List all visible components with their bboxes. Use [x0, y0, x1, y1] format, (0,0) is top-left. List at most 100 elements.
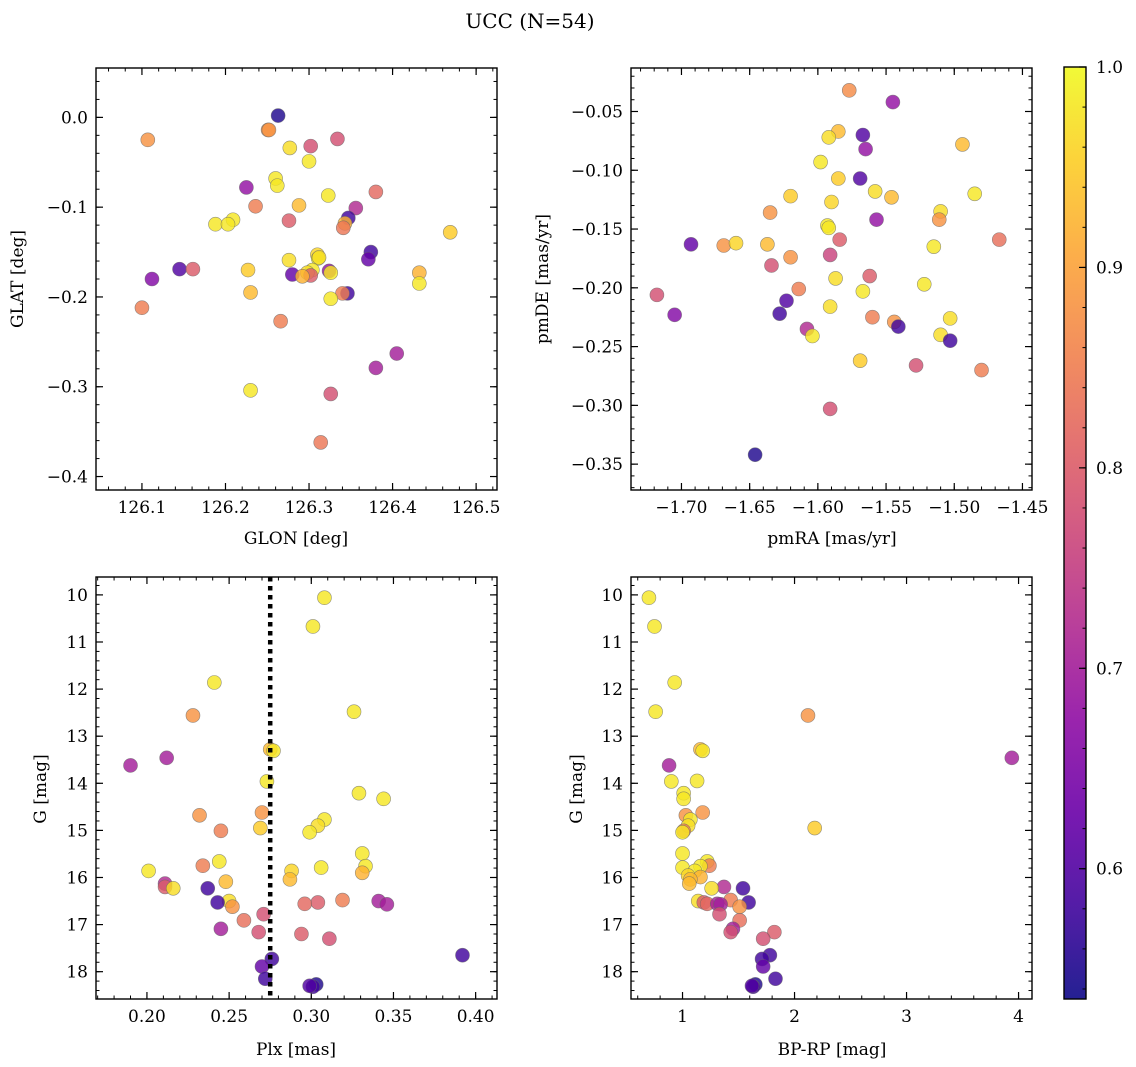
data-point	[716, 238, 732, 253]
data-point	[689, 773, 705, 789]
y-tick-label: 14	[601, 774, 623, 794]
data-point	[239, 180, 254, 195]
colorbar-tick-label: 0.8	[1096, 459, 1123, 479]
data-point	[368, 184, 384, 200]
data-point	[185, 708, 201, 723]
x-tick-label: 126.4	[368, 498, 417, 518]
y-tick-label: 12	[66, 680, 88, 700]
data-point	[253, 820, 268, 836]
data-point	[323, 291, 339, 307]
data-point	[282, 140, 298, 156]
data-point	[821, 220, 837, 236]
x-tick-label: 126.2	[201, 498, 250, 518]
data-point	[732, 899, 747, 914]
data-point	[368, 360, 384, 376]
data-point	[783, 249, 798, 265]
data-point	[648, 704, 663, 720]
data-point	[683, 237, 699, 252]
y-axis-label: pmDE [mas/yr]	[533, 214, 553, 344]
data-point	[768, 971, 783, 987]
data-point	[735, 881, 751, 896]
y-axis-label: G [mag]	[31, 754, 51, 823]
colorbar: 0.6 0.7 0.8 0.9 1.0	[1063, 58, 1123, 1000]
panel-bprp-g: BP-RP [mag] G [mag] 1 2 3 41011121314151617…	[567, 576, 1033, 1060]
data-point	[641, 590, 657, 606]
y-tick-label: −0.3	[47, 378, 88, 398]
data-point	[647, 619, 662, 634]
y-tick-label: 17	[601, 916, 623, 936]
data-point	[822, 401, 838, 417]
data-point	[676, 791, 691, 807]
data-point	[675, 846, 690, 861]
panel-plx-g: Plx [mas] G [mag] 0.20 0.25 0.30 0.35 0.40 10…	[31, 576, 498, 1060]
data-point	[931, 212, 947, 227]
data-point	[695, 743, 710, 759]
colorbar-tick-label: 0.9	[1096, 258, 1123, 278]
figure-title: UCC (N=54)	[465, 9, 594, 33]
data-point	[335, 892, 350, 908]
y-tick-label: −0.30	[571, 396, 623, 416]
x-tick-label: 0.30	[292, 1007, 330, 1027]
data-point	[885, 94, 901, 110]
colorbar-tick-label: 0.7	[1096, 659, 1123, 679]
data-point	[760, 237, 775, 252]
plot-frame	[95, 576, 498, 1000]
data-point	[261, 122, 277, 138]
data-point	[852, 353, 868, 368]
y-tick-label: −0.10	[571, 161, 623, 181]
data-point	[704, 881, 719, 896]
data-point	[800, 708, 816, 723]
y-tick-label: 13	[66, 727, 88, 747]
data-point	[412, 276, 427, 291]
data-point	[301, 154, 317, 169]
x-tick-label: −1.50	[928, 498, 980, 518]
data-point	[213, 823, 229, 839]
data-point	[348, 200, 364, 216]
data-point	[824, 194, 839, 210]
data-point	[955, 137, 970, 152]
data-point	[172, 261, 187, 277]
y-tick-label: 16	[66, 868, 88, 888]
data-point	[862, 268, 877, 284]
x-axis-label: pmRA [mas/yr]	[767, 529, 896, 549]
data-point	[772, 306, 787, 321]
x-tick-label: 1	[677, 1007, 688, 1027]
data-point	[681, 876, 697, 891]
data-point	[134, 300, 150, 316]
data-point	[695, 805, 710, 820]
y-tick-label: 18	[66, 963, 88, 983]
data-point	[330, 131, 345, 147]
x-tick-label: 3	[901, 1007, 912, 1027]
data-point	[755, 931, 771, 947]
data-point	[379, 897, 395, 912]
data-point	[295, 269, 310, 284]
data-point	[822, 247, 838, 263]
data-point	[243, 383, 258, 398]
data-point	[243, 285, 258, 300]
panel-glon-glat: GLON [deg] GLAT [deg] 126.1 126.2 126.3 126…	[8, 67, 500, 549]
data-point	[664, 774, 679, 789]
data-point	[779, 293, 794, 309]
data-point	[269, 178, 285, 193]
data-point	[855, 284, 871, 299]
data-point	[297, 896, 313, 912]
x-tick-label: 4	[1013, 1007, 1024, 1027]
data-point	[302, 824, 317, 840]
data-point	[313, 860, 329, 875]
data-point	[141, 863, 156, 879]
data-point	[442, 225, 458, 240]
x-axis-label: BP-RP [mag]	[778, 1040, 887, 1060]
data-point	[869, 212, 884, 227]
data-point	[716, 879, 732, 895]
data-point	[783, 188, 798, 204]
data-point	[281, 252, 297, 268]
data-point	[675, 824, 690, 840]
data-point	[974, 362, 989, 378]
data-point	[991, 232, 1007, 247]
data-point	[248, 198, 263, 214]
data-point	[335, 220, 351, 236]
data-point	[294, 926, 309, 942]
data-point	[313, 435, 329, 450]
data-point	[744, 978, 760, 994]
data-point	[791, 281, 807, 297]
